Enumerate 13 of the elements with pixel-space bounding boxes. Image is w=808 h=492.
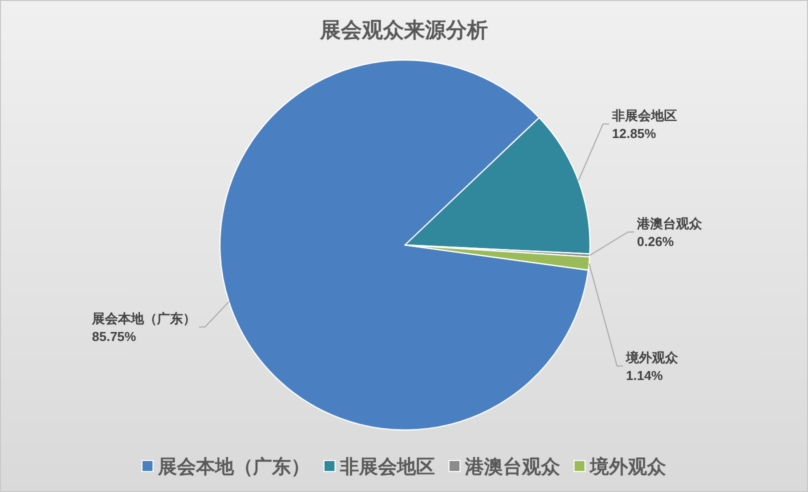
legend-label: 展会本地（广东） bbox=[157, 456, 310, 478]
slice-label: 展会本地（广东） bbox=[91, 311, 196, 326]
legend-label: 非展会地区 bbox=[339, 456, 435, 478]
chart-title: 展会观众来源分析 bbox=[319, 19, 488, 42]
data-label: 12.85% bbox=[612, 126, 657, 141]
data-label: 1.14% bbox=[626, 368, 664, 383]
data-label: 85.75% bbox=[92, 329, 137, 344]
slice-label: 境外观众 bbox=[625, 350, 679, 365]
slice-label: 非展会地区 bbox=[611, 108, 677, 123]
legend-label: 港澳台观众 bbox=[464, 456, 561, 478]
legend-label: 境外观众 bbox=[589, 456, 667, 478]
slice-label: 港澳台观众 bbox=[636, 216, 703, 231]
data-label: 0.26% bbox=[637, 234, 674, 249]
